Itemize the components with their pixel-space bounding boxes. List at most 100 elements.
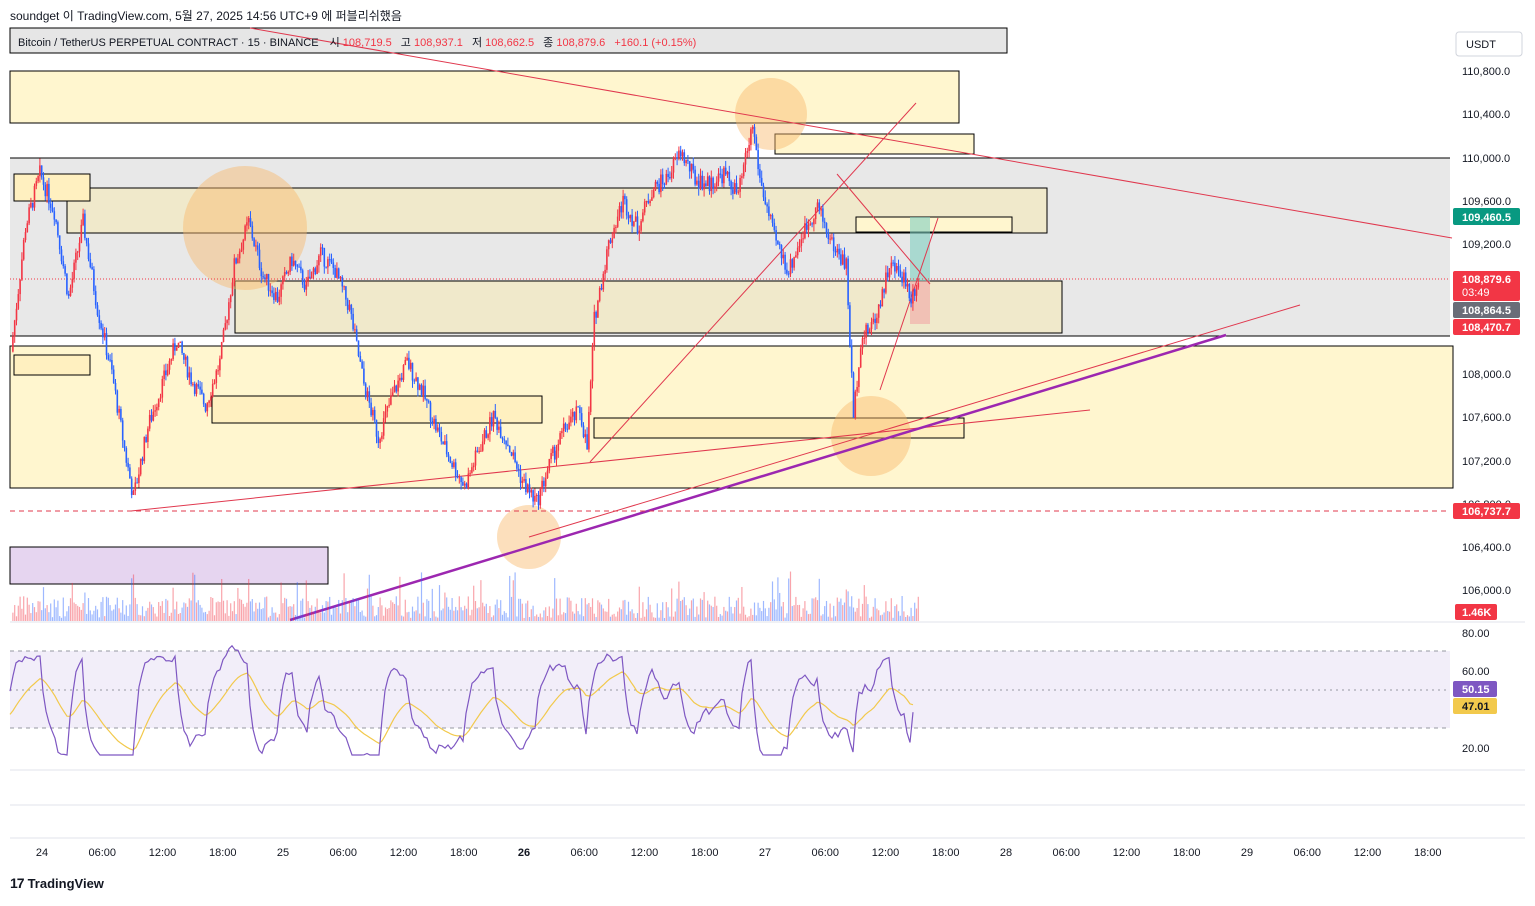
- candle-body: [21, 259, 23, 280]
- candle-body: [51, 207, 54, 212]
- candle-body: [445, 441, 448, 455]
- candle-body: [301, 270, 304, 285]
- candle-body: [370, 402, 372, 416]
- volume-bar: [231, 611, 234, 621]
- candle-body: [820, 208, 822, 211]
- candle-body: [258, 249, 261, 269]
- volume-bar: [840, 598, 842, 621]
- candle-body: [732, 189, 734, 194]
- volume-bar: [617, 611, 619, 621]
- volume-bar: [86, 613, 88, 621]
- volume-bar: [653, 617, 655, 621]
- candle-body: [226, 320, 228, 324]
- volume-bar: [258, 602, 261, 621]
- volume-bar: [482, 602, 484, 621]
- volume-bar: [172, 587, 174, 621]
- candle-body: [96, 305, 99, 316]
- volume-bar: [248, 578, 250, 621]
- time-tick-label: 18:00: [691, 847, 719, 859]
- candle-body: [330, 259, 333, 263]
- price-tick-label: 107,600.0: [1462, 412, 1511, 424]
- badge-volume: [1455, 604, 1497, 620]
- volume-bar: [469, 615, 471, 621]
- volume-bar: [138, 614, 140, 621]
- volume-bar: [550, 617, 552, 621]
- candle-body: [703, 183, 705, 190]
- badge-low: [1453, 503, 1520, 519]
- candle-body: [883, 289, 885, 293]
- volume-bar: [843, 602, 846, 621]
- candle-body: [737, 191, 740, 193]
- candle-body: [796, 247, 799, 256]
- volume-bar: [186, 606, 189, 621]
- volume-bar: [905, 616, 907, 621]
- candle-body: [285, 272, 288, 274]
- volume-bar: [183, 602, 185, 621]
- time-tick-label: 18:00: [1414, 847, 1442, 859]
- candle-body: [514, 452, 516, 463]
- volume-bar: [424, 616, 426, 621]
- volume-bar: [185, 603, 187, 621]
- badge-last-price: [1453, 271, 1520, 301]
- candle-body: [33, 185, 36, 208]
- volume-bar: [77, 605, 79, 621]
- time-axis[interactable]: 24 06:00 12:00 18:00 25 06:00 12:00 18:00 26 06:0…: [36, 847, 1442, 859]
- candle-body: [663, 184, 666, 186]
- volume-bar: [775, 609, 777, 621]
- candle-body: [822, 208, 824, 222]
- time-tick-label: 12:00: [1354, 847, 1382, 859]
- volume-bar: [350, 600, 352, 621]
- candle-body: [760, 177, 763, 186]
- candle-body: [892, 262, 894, 264]
- yellow-zone-top: [9, 70, 960, 124]
- candle-body: [829, 238, 831, 240]
- volume-bar: [573, 613, 576, 621]
- candle-body: [847, 258, 849, 306]
- time-tick-label: 06:00: [329, 847, 357, 859]
- volume-bar: [530, 609, 532, 621]
- candle-body: [426, 399, 428, 401]
- candle-body: [157, 398, 160, 407]
- candle-body: [397, 380, 399, 392]
- price-axis[interactable]: 110,800.0 110,400.0 110,000.0 109,600.0 109,…: [1462, 66, 1511, 597]
- candle-body: [768, 206, 770, 217]
- candle-body: [280, 284, 282, 297]
- volume-bar: [105, 596, 108, 621]
- candle-body: [791, 259, 794, 268]
- volume-bar: [60, 617, 63, 621]
- volume-bar: [757, 602, 759, 621]
- volume-bar: [518, 598, 520, 621]
- candle-body: [404, 359, 407, 366]
- candle-body: [697, 180, 700, 189]
- candle-body: [413, 380, 416, 382]
- candle-body: [532, 490, 534, 502]
- candle-body: [246, 222, 248, 226]
- candle-body: [647, 200, 650, 204]
- volume-bar: [676, 598, 678, 621]
- candles[interactable]: [12, 123, 920, 510]
- volume-bar: [343, 573, 345, 621]
- volume-bar: [836, 597, 838, 621]
- volume-bar: [554, 578, 556, 621]
- volume-bar: [519, 598, 522, 621]
- candle-body: [161, 379, 164, 398]
- volume-bar: [467, 596, 469, 621]
- candle-body: [508, 445, 511, 453]
- volume-bar: [847, 591, 849, 621]
- volume-bar: [356, 598, 358, 621]
- currency-button[interactable]: [1455, 31, 1523, 57]
- volume-bar: [339, 613, 342, 621]
- volume-bar: [354, 606, 356, 621]
- volume-bar: [523, 617, 525, 621]
- volume-bar: [284, 597, 286, 621]
- volume-bar: [150, 604, 153, 621]
- tradingview-logo[interactable]: 17 TradingView: [10, 875, 104, 891]
- candle-body: [535, 494, 538, 496]
- volume-bar: [23, 596, 25, 621]
- candle-body: [636, 216, 639, 234]
- candle-body: [406, 357, 408, 360]
- candle-body: [476, 450, 479, 452]
- candle-body: [593, 311, 596, 346]
